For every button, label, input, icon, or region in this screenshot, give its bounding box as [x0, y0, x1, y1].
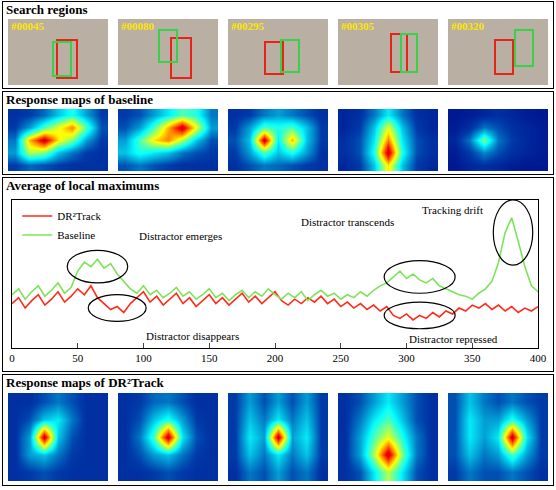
svg-text:Tracking drift: Tracking drift — [422, 204, 483, 216]
svg-text:100: 100 — [135, 352, 152, 364]
html-text:#00305: #00305 — [341, 20, 374, 32]
html-text:#00295: #00295 — [231, 20, 264, 32]
svg-text:0: 0 — [9, 352, 15, 364]
html-text:#00045: #00045 — [11, 20, 44, 32]
svg-text:DR²Track: DR²Track — [57, 210, 101, 222]
svg-text:400: 400 — [530, 352, 547, 364]
html-text:#00320: #00320 — [451, 20, 484, 32]
svg-text:Distractor transcends: Distractor transcends — [301, 216, 394, 228]
svg-text:300: 300 — [398, 352, 415, 364]
html-text:Average of local maximums: Average of local maximums — [6, 178, 160, 193]
svg-text:250: 250 — [333, 352, 350, 364]
html-text:#00080: #00080 — [121, 20, 154, 32]
svg-text:350: 350 — [464, 352, 481, 364]
html-text:Search regions: Search regions — [6, 2, 88, 17]
svg-text:50: 50 — [72, 352, 84, 364]
svg-text:Distractor emerges: Distractor emerges — [139, 230, 222, 242]
svg-text:Distractor repressed: Distractor repressed — [409, 333, 498, 345]
html-text:Response maps of baseline: Response maps of baseline — [6, 92, 153, 107]
svg-text:150: 150 — [201, 352, 218, 364]
svg-text:Distractor disappears: Distractor disappears — [146, 330, 239, 342]
svg-text:Baseline: Baseline — [57, 229, 95, 241]
html-text:Response maps of DR²Track: Response maps of DR²Track — [6, 375, 164, 390]
svg-text:200: 200 — [267, 352, 284, 364]
